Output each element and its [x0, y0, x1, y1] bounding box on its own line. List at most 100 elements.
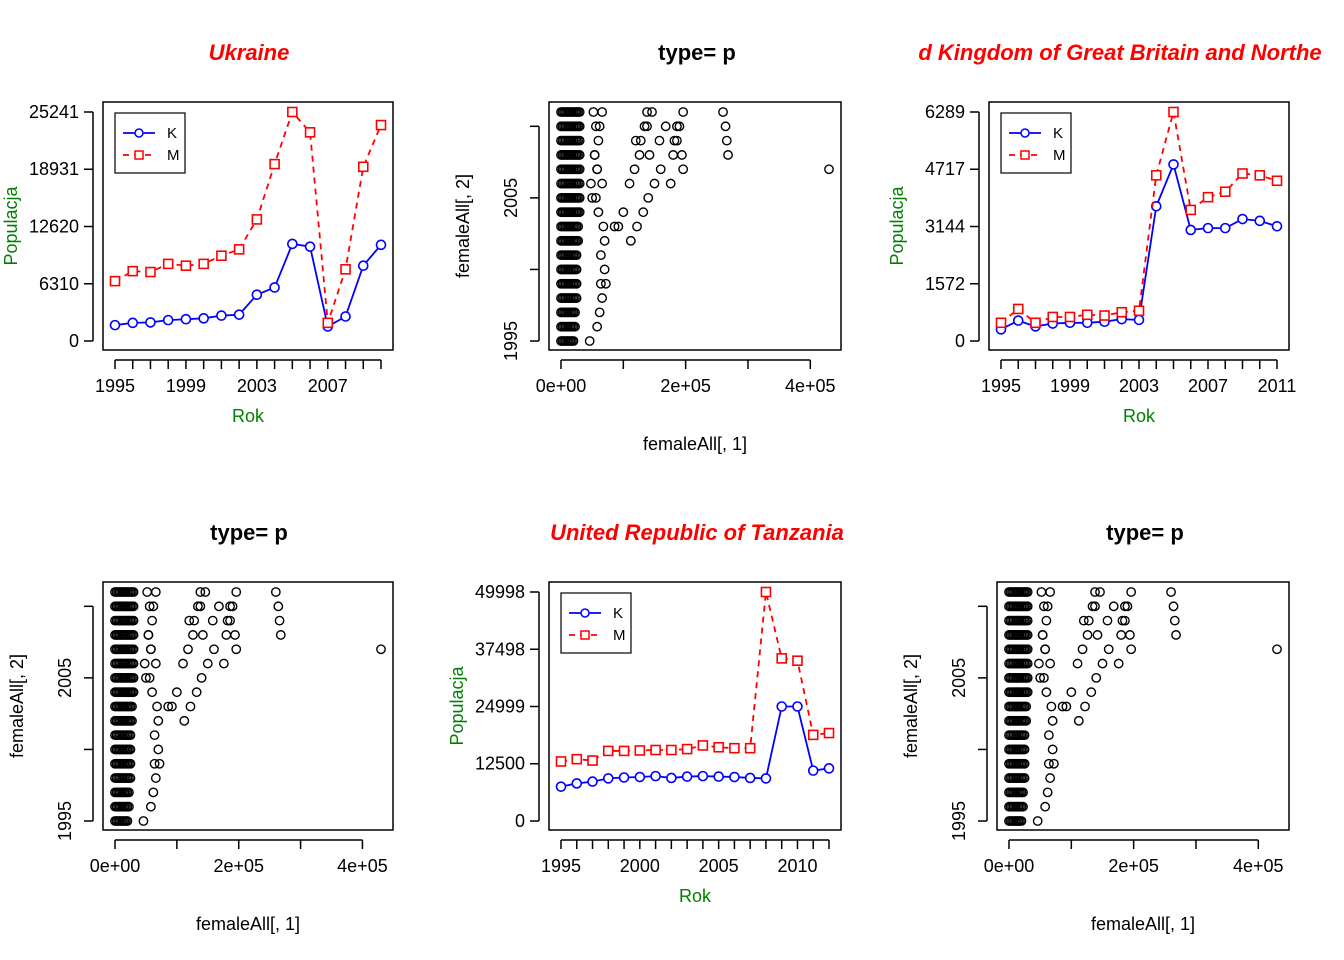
- data-point: [189, 615, 200, 626]
- data-point: [760, 773, 772, 784]
- legend-entry: M: [1053, 147, 1066, 164]
- data-point: [574, 192, 585, 203]
- data-point: [1185, 224, 1197, 236]
- data-point: [225, 615, 235, 626]
- data-point: [143, 630, 154, 640]
- data-point: [1081, 309, 1093, 321]
- data-point: [666, 772, 677, 784]
- data-point: [602, 745, 614, 757]
- data-point: [1126, 644, 1137, 655]
- data-point: [1073, 715, 1084, 726]
- data-point: [1019, 758, 1030, 769]
- data-point: [1116, 630, 1127, 640]
- y-axis-label: Populacja: [447, 665, 467, 745]
- x-tick-label: 4e+05: [337, 856, 388, 876]
- data-point: [231, 644, 242, 655]
- data-point: [600, 278, 611, 289]
- data-point: [573, 235, 584, 246]
- y-tick-label: 12500: [475, 754, 525, 774]
- data-point: [145, 317, 156, 328]
- data-point: [145, 801, 156, 812]
- data-point: [776, 653, 788, 664]
- data-point: [1045, 773, 1056, 783]
- data-point: [571, 778, 583, 789]
- data-point: [650, 770, 661, 782]
- data-point: [1046, 701, 1057, 712]
- data-point: [723, 150, 733, 160]
- data-point: [1072, 658, 1083, 669]
- data-point: [1116, 306, 1128, 318]
- data-point: [660, 121, 671, 132]
- data-point: [230, 630, 240, 640]
- y-tick-label: 3144: [925, 217, 965, 237]
- x-tick-label: 1995: [981, 376, 1021, 396]
- data-point: [1254, 215, 1266, 227]
- data-point: [304, 127, 316, 138]
- data-point: [630, 135, 641, 146]
- data-point: [251, 214, 263, 225]
- data-point: [357, 161, 369, 173]
- data-point: [1271, 175, 1283, 187]
- data-point: [1022, 644, 1033, 655]
- data-point: [202, 658, 213, 669]
- data-point: [1061, 701, 1072, 712]
- panel-4: type= p 0e+00 2e+05 4e+05 1995 2005 femaleAll[…: [7, 520, 394, 934]
- data-point: [613, 221, 624, 232]
- data-point: [124, 787, 134, 798]
- data-point: [128, 601, 139, 612]
- data-point: [198, 258, 209, 270]
- data-point: [677, 150, 687, 160]
- data-point: [225, 601, 235, 612]
- data-point: [1040, 801, 1051, 812]
- data-point: [1040, 644, 1051, 655]
- data-point: [574, 178, 585, 189]
- x-tick-label: 1995: [95, 376, 135, 396]
- y-tick-label: 0: [955, 331, 965, 351]
- series-line-K: [114, 242, 382, 328]
- data-point: [1021, 715, 1032, 726]
- y-tick-label: 2005: [501, 178, 521, 218]
- data-point: [214, 601, 224, 612]
- data-point: [142, 587, 153, 597]
- data-point: [128, 687, 139, 698]
- y-tick-label: 37498: [475, 639, 525, 659]
- data-point: [1034, 658, 1044, 669]
- data-point: [649, 178, 660, 189]
- data-point: [574, 107, 585, 117]
- panel-title: Ukraine: [209, 40, 290, 65]
- data-point: [1022, 587, 1033, 597]
- data-point: [666, 744, 677, 756]
- data-point: [665, 178, 676, 189]
- data-point: [275, 630, 286, 640]
- data-point: [198, 313, 209, 324]
- data-point: [634, 771, 646, 783]
- data-point: [207, 615, 218, 626]
- data-point: [697, 770, 709, 782]
- data-point: [1120, 615, 1130, 626]
- data-point: [1037, 630, 1048, 640]
- legend-entry: K: [167, 125, 177, 142]
- data-point: [597, 178, 608, 189]
- data-point: [195, 601, 206, 612]
- x-tick-label: 1999: [166, 376, 206, 396]
- data-point: [625, 235, 636, 246]
- panel-title: type= p: [210, 520, 288, 545]
- data-point: [1103, 644, 1114, 655]
- data-point: [587, 192, 598, 203]
- data-point: [1019, 773, 1030, 783]
- data-point: [591, 121, 601, 132]
- data-point: [125, 758, 136, 769]
- panel-6: type= p 0e+00 2e+05 4e+05 1995 2005 femaleAll[…: [901, 520, 1290, 934]
- legend-box: [1000, 112, 1072, 174]
- data-point: [127, 715, 137, 726]
- data-point: [152, 701, 162, 712]
- data-point: [597, 107, 608, 117]
- data-point: [184, 615, 195, 626]
- data-point: [624, 178, 635, 189]
- y-axis-label: Populacja: [1, 185, 21, 265]
- y-tick-label: 1572: [925, 274, 965, 294]
- data-point: [1012, 315, 1024, 326]
- legend-marker: [134, 150, 144, 160]
- legend-entry: M: [613, 627, 626, 644]
